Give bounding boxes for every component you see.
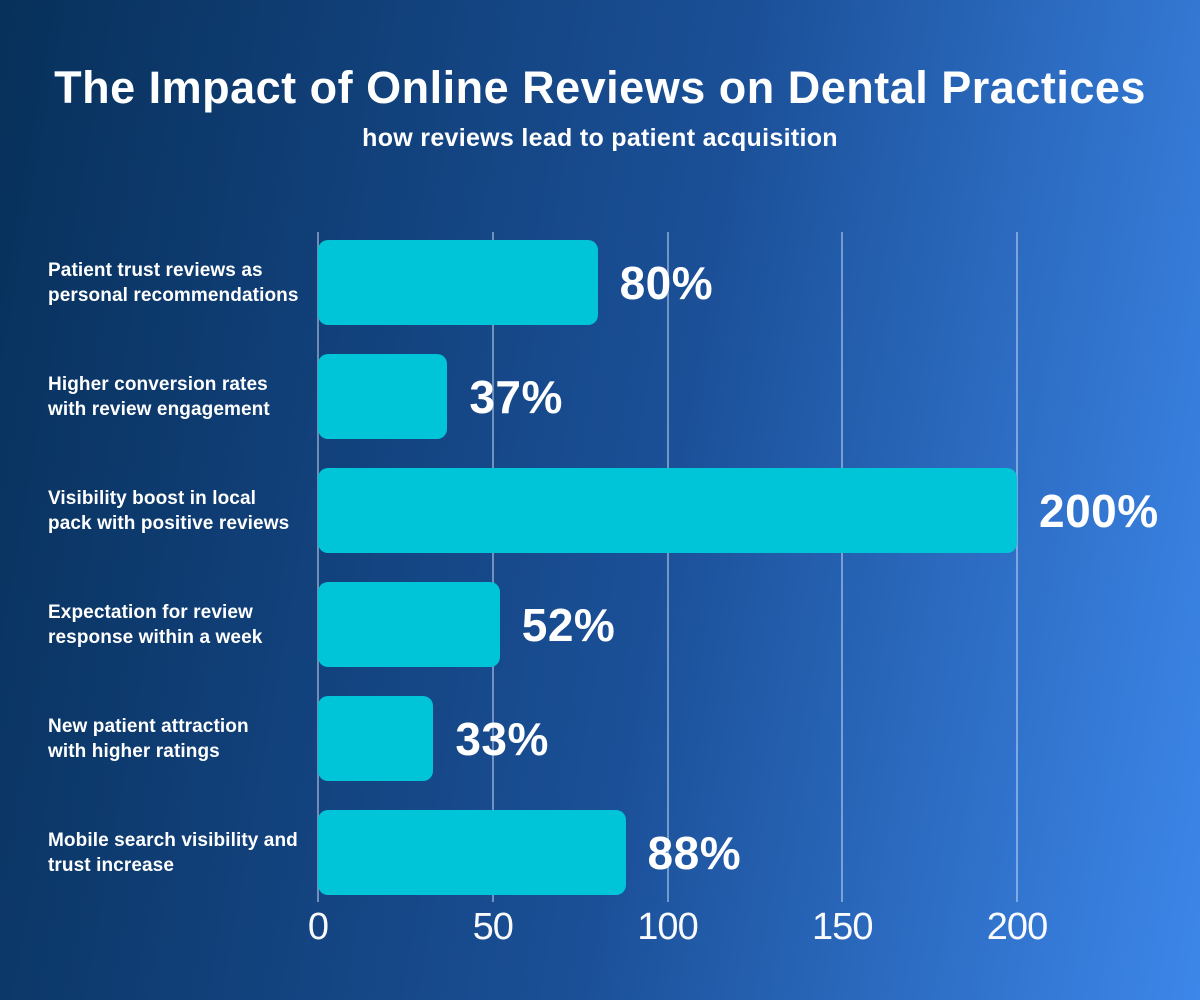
gridline bbox=[1016, 232, 1018, 902]
category-label: Patient trust reviews as personal recomm… bbox=[48, 259, 299, 306]
chart-row: Mobile search visibility and trust incre… bbox=[48, 810, 1198, 895]
gridline bbox=[491, 232, 494, 902]
bar bbox=[318, 354, 448, 439]
chart-row: Expectation for review response within a… bbox=[48, 582, 1198, 667]
value-label: 33% bbox=[455, 712, 549, 765]
chart-grid: 0 50 100 150 200 bbox=[308, 232, 1048, 948]
bar bbox=[318, 696, 434, 781]
bar bbox=[318, 582, 500, 667]
axis-tick-label: 50 bbox=[472, 906, 514, 948]
category-label: Visibility boost in local pack with posi… bbox=[48, 487, 290, 534]
value-label: 37% bbox=[469, 370, 563, 423]
value-label: 88% bbox=[647, 826, 742, 879]
bar-track: 88% bbox=[318, 810, 1198, 895]
axis-tick-label: 200 bbox=[986, 906, 1048, 948]
value-label: 52% bbox=[521, 598, 616, 651]
category-label: Expectation for review response within a… bbox=[48, 601, 263, 648]
bar-track: 80% bbox=[318, 240, 1198, 325]
axis-tick-label: 0 bbox=[307, 906, 329, 948]
category-label: Mobile search visibility and trust incre… bbox=[48, 829, 298, 876]
bar bbox=[318, 240, 598, 325]
page-title: The Impact of Online Reviews on Dental P… bbox=[54, 62, 1146, 113]
chart-row: Patient trust reviews as personal recomm… bbox=[48, 240, 1198, 325]
page-subtitle: how reviews lead to patient acquisition bbox=[362, 124, 838, 152]
bar-track: 37% bbox=[318, 354, 1198, 439]
axis-tick-label: 100 bbox=[637, 906, 698, 948]
bar-track: 33% bbox=[318, 696, 1198, 781]
gridline bbox=[666, 232, 669, 902]
category-label: Higher conversion rates with review enga… bbox=[48, 373, 270, 420]
bar-track: 52% bbox=[318, 582, 1198, 667]
value-label: 200% bbox=[1039, 484, 1159, 537]
gridline bbox=[317, 232, 319, 902]
chart-rows: Patient trust reviews as personal recomm… bbox=[48, 240, 1198, 924]
axis-tick-label: 150 bbox=[812, 906, 873, 948]
value-label: 80% bbox=[619, 256, 714, 309]
bar bbox=[318, 810, 626, 895]
bar bbox=[318, 468, 1017, 553]
category-label: New patient attraction with higher ratin… bbox=[48, 715, 249, 762]
chart-row: Visibility boost in local pack with posi… bbox=[48, 468, 1198, 553]
gridline bbox=[841, 232, 844, 902]
chart-row: Higher conversion rates with review enga… bbox=[48, 354, 1198, 439]
chart-row: New patient attraction with higher ratin… bbox=[48, 696, 1198, 781]
bar-track: 200% bbox=[318, 468, 1198, 553]
